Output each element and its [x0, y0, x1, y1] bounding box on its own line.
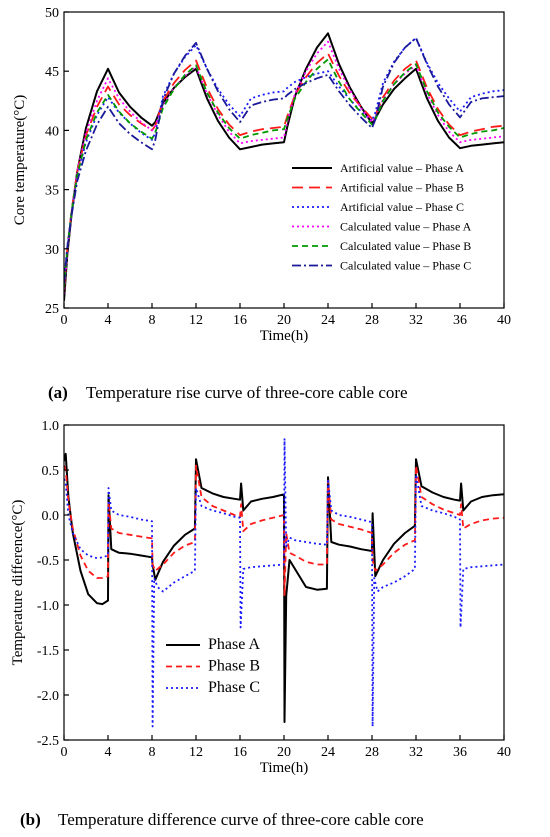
x-tick-label: 36: [453, 313, 467, 328]
series-line-2: [64, 52, 504, 291]
y-tick-label: -0.5: [37, 554, 59, 569]
x-tick-label: 28: [365, 745, 379, 760]
legend-label: Calculated value – Phase C: [340, 259, 471, 273]
x-tick-label: 32: [409, 745, 423, 760]
series-line-3: [64, 437, 504, 728]
caption-b-tag: (b): [20, 810, 41, 829]
x-tick-label: 0: [61, 313, 68, 328]
y-axis-label: Core temperature(°C): [12, 95, 28, 226]
caption-b-text: Temperature difference curve of three-co…: [58, 810, 424, 829]
series-line-5: [64, 58, 504, 288]
y-axis-label: Temperature difference(°C): [10, 500, 26, 666]
x-tick-label: 24: [321, 745, 335, 760]
legend-label: Phase C: [208, 679, 260, 696]
series-line-4: [64, 40, 504, 294]
x-tick-label: 8: [149, 313, 156, 328]
y-tick-label: 35: [45, 184, 59, 199]
y-tick-label: 25: [45, 302, 59, 317]
x-tick-label: 4: [105, 745, 112, 760]
caption-a-text: Temperature rise curve of three-core cab…: [86, 383, 408, 402]
y-tick-label: 0.0: [42, 509, 60, 524]
legend-label: Calculated value – Phase A: [340, 220, 472, 234]
x-tick-label: 32: [409, 313, 423, 328]
series-line-3: [64, 37, 504, 285]
legend: Phase A Phase B Phase C: [166, 636, 260, 696]
x-tick-label: 16: [233, 745, 247, 760]
y-tick-label: -1.0: [37, 599, 59, 614]
x-tick-label: 24: [321, 313, 335, 328]
y-tick-label: 50: [45, 6, 59, 21]
x-tick-label: 8: [149, 745, 156, 760]
caption-a-tag: (a): [48, 383, 68, 402]
legend-label: Artificial value – Phase C: [340, 200, 464, 214]
x-tick-label: 0: [61, 745, 68, 760]
series-line-2: [64, 464, 504, 597]
y-tick-label: 0.5: [42, 464, 60, 479]
x-tick-label: 40: [497, 313, 511, 328]
series-line-1: [64, 32, 504, 301]
y-tick-label: 40: [45, 124, 59, 139]
legend-label: Phase B: [208, 658, 260, 675]
y-tick-label: 1.0: [42, 419, 60, 434]
chart-b: 0 4 8 12 16 20 24 28 32 36 40 -2.5 -2.0 -1.5 -1.0 -0.5 0…: [10, 419, 511, 776]
legend-label: Phase A: [208, 636, 260, 653]
y-tick-label: 30: [45, 243, 59, 258]
x-tick-label: 36: [453, 745, 467, 760]
plot-area: [64, 32, 504, 301]
legend: Artificial value – Phase A Artificial val…: [292, 161, 472, 273]
chart-a: 0 4 8 12 16 20 24 28 32 36 40 25 30 35 40 45 50 Time(h) Co…: [12, 6, 511, 344]
x-tick-label: 20: [277, 313, 291, 328]
x-tick-label: 40: [497, 745, 511, 760]
y-tick-label: -2.5: [37, 734, 59, 749]
series-line-6: [64, 37, 504, 284]
x-tick-label: 20: [277, 745, 291, 760]
x-tick-label: 12: [189, 313, 203, 328]
y-tick-label: -2.0: [37, 689, 59, 704]
series-line-1: [64, 452, 504, 723]
x-tick-label: 12: [189, 745, 203, 760]
y-tick-label: -1.5: [37, 644, 59, 659]
x-tick-label: 4: [105, 313, 112, 328]
plot-area: [64, 437, 504, 728]
x-axis-label: Time(h): [260, 328, 309, 344]
legend-label: Calculated value – Phase B: [340, 239, 471, 253]
y-tick-label: 45: [45, 65, 59, 80]
x-tick-label: 28: [365, 313, 379, 328]
legend-label: Artificial value – Phase B: [340, 181, 464, 195]
legend-label: Artificial value – Phase A: [340, 161, 464, 175]
x-axis-label: Time(h): [260, 760, 309, 776]
x-tick-label: 16: [233, 313, 247, 328]
